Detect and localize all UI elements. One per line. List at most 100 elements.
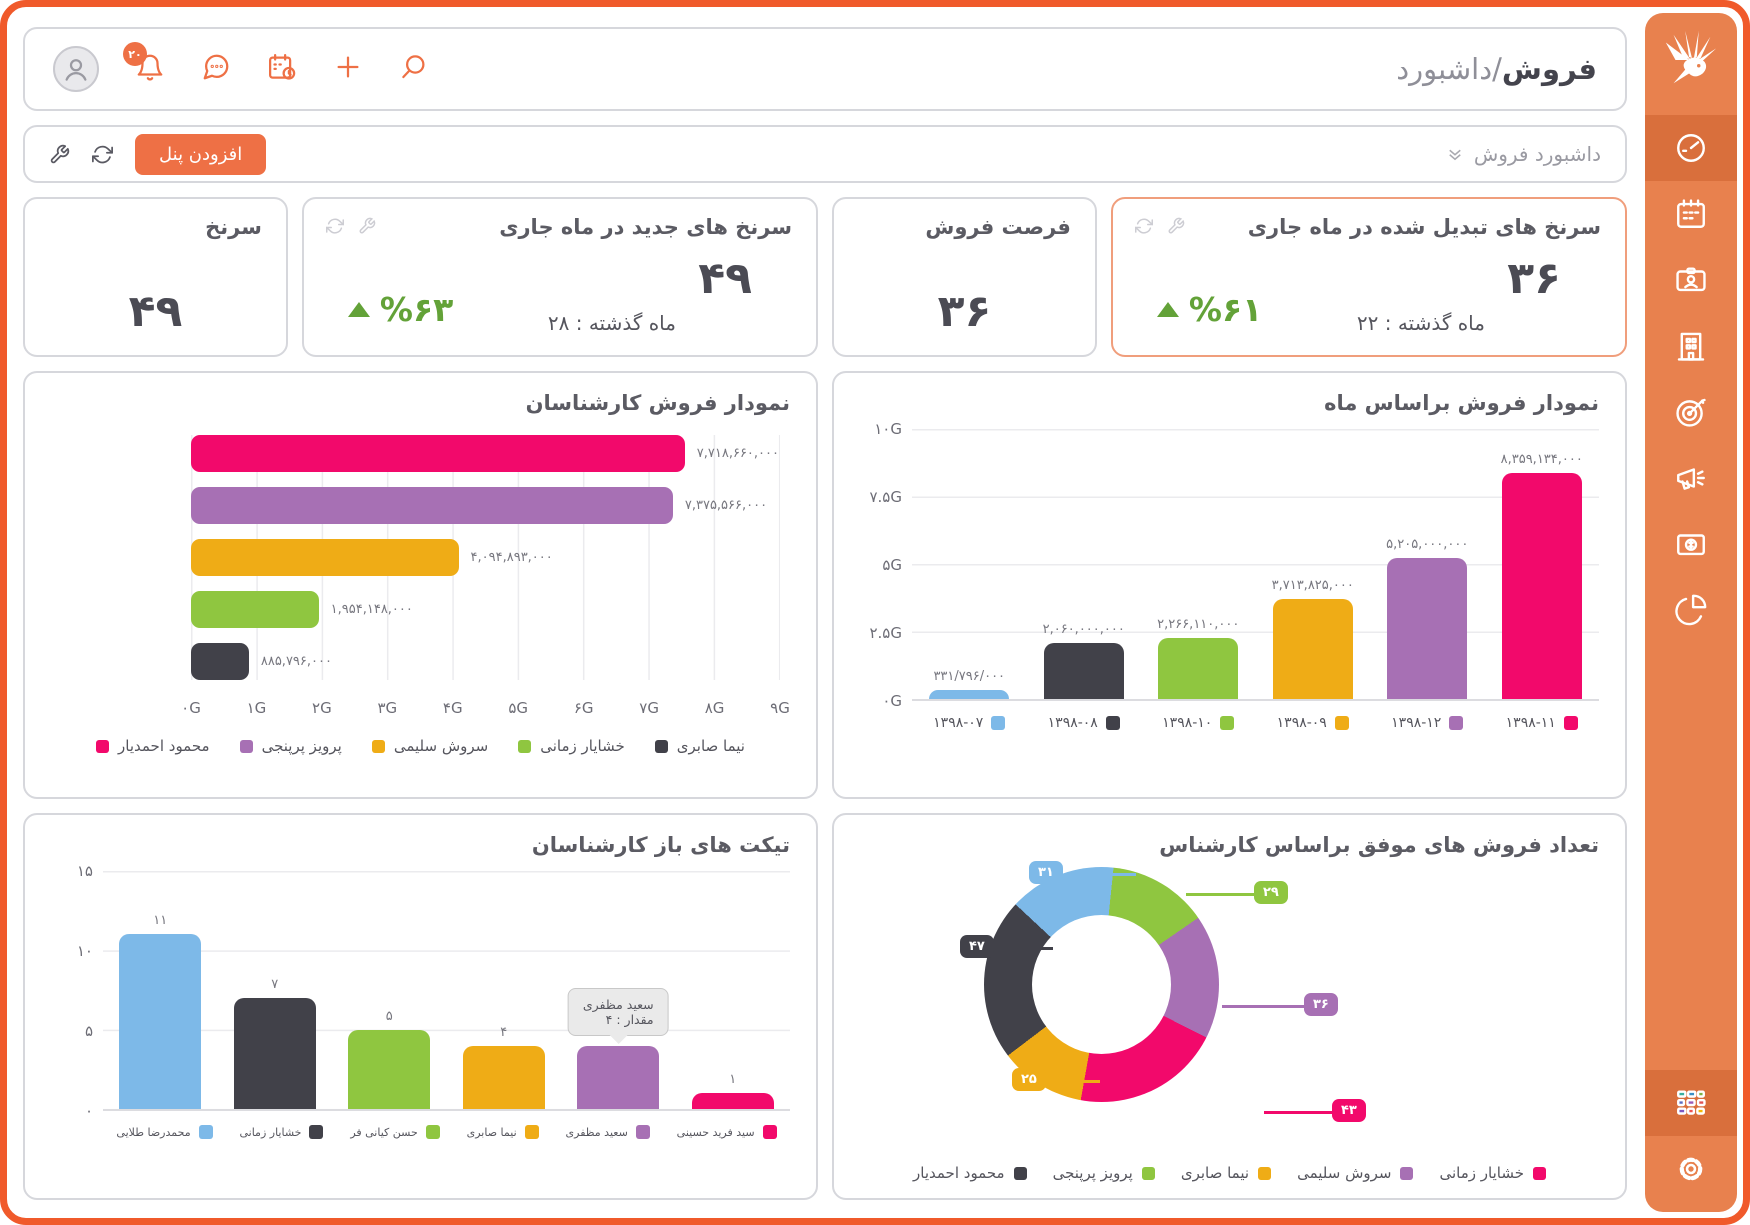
bar-خشایار زمانی[interactable] <box>191 591 319 628</box>
user-avatar[interactable] <box>53 46 99 92</box>
megaphone-icon <box>1677 468 1705 490</box>
notifications-button[interactable]: ۲۰ <box>123 42 165 86</box>
bar-۱۳۹۸-۱۱[interactable] <box>1501 473 1582 699</box>
legend-item-نیما صابری[interactable]: نیما صابری <box>654 737 745 755</box>
sidebar-item-goals[interactable] <box>1645 379 1737 445</box>
bar-value-label: ۷,۳۷۵,۵۶۶,۰۰۰ <box>684 498 768 513</box>
customize-wrench-icon[interactable] <box>49 144 70 165</box>
sidebar-item-companies[interactable] <box>1645 313 1737 379</box>
bar-محمدرضا طلایی[interactable] <box>119 934 202 1109</box>
legend-item-خشایار زمانی[interactable]: خشایار زمانی <box>518 737 625 755</box>
slice-value-badge[interactable]: ۴۳ <box>1332 1099 1366 1122</box>
kpi-card-new-leads[interactable]: سرنخ های جدید در ماه جاری ۴۹ ماه گذشته :… <box>301 197 818 357</box>
legend-item-محمود احمدیار[interactable]: محمود احمدیار <box>96 737 210 755</box>
y-tick: ۱۰G <box>874 420 902 438</box>
customize-wrench-icon[interactable] <box>358 217 376 235</box>
y-axis: ۰G ۲.۵G ۵G ۷.۵G ۱۰G <box>860 420 912 710</box>
bar-cell: ۲,۲۶۶,۱۱۰,۰۰۰ <box>1141 429 1256 699</box>
bar-value-label: ۱۱ <box>153 913 168 929</box>
bar-value-label: ۲,۲۶۶,۱۱۰,۰۰۰ <box>1157 616 1240 632</box>
bar-row: ۷,۳۷۵,۵۶۶,۰۰۰ <box>191 487 779 524</box>
slice-value-badge[interactable]: ۲۹ <box>1254 881 1288 904</box>
bar-سروش سلیمی[interactable] <box>191 539 459 576</box>
bar-value-label: ۲,۰۶۰,۰۰۰,۰۰۰ <box>1042 622 1125 638</box>
x-category-swatch <box>1334 716 1349 730</box>
x-category-خشایار زمانی: خشایار زمانی <box>239 1125 324 1139</box>
slice-value-badge[interactable]: ۴۷ <box>960 935 994 958</box>
sidebar-item-marketing[interactable] <box>1645 445 1737 511</box>
bar-نیما صابری[interactable] <box>462 1045 545 1109</box>
sidebar-item-dashboard[interactable] <box>1645 115 1737 181</box>
brand-logo-bird-icon <box>1665 30 1717 84</box>
trend-up-icon <box>347 302 370 317</box>
slice-value-badge[interactable]: ۳۶ <box>1304 993 1338 1016</box>
kpi-title: سرنخ <box>205 215 262 239</box>
apps-grid-icon <box>1677 1090 1706 1115</box>
bar-سعید مظفری[interactable]: سعید مظفری مقدار : ۴ <box>567 987 669 1109</box>
y-tick: ۲.۵G <box>869 624 902 642</box>
calendar-clock-icon <box>269 54 296 80</box>
callout-line <box>1186 893 1258 896</box>
x-tick: ۱G <box>246 699 267 717</box>
chat-icon <box>203 54 229 80</box>
search-button[interactable] <box>399 52 429 86</box>
y-tick: ۰ <box>84 1102 93 1120</box>
bar-۱۳۹۸-۰۸[interactable] <box>1043 643 1124 699</box>
bar-محمود احمدیار[interactable] <box>191 435 685 472</box>
donut-ring[interactable] <box>984 867 1219 1102</box>
x-axis-legend: ۱۳۹۸-۰۷ ۱۳۹۸-۰۸ ۱۳۹۸-۱۰ ۱۳۹۸-۰۹ ۱۳۹۸-۱۲ ۱۳۹۸-… <box>912 715 1599 731</box>
bar-۱۳۹۸-۰۷[interactable] <box>929 690 1010 699</box>
sidebar-item-settings[interactable] <box>1645 1136 1737 1202</box>
add-panel-button[interactable]: افزودن پنل <box>135 133 267 175</box>
kpi-card-opportunities[interactable]: فرصت فروش ۳۶ <box>832 197 1097 357</box>
dashboard-selector[interactable]: داشبورد فروش <box>1446 142 1601 166</box>
legend-item-پرویز پرپنجی[interactable]: پرویز پرپنجی <box>239 737 342 755</box>
kpi-card-converted-leads[interactable]: سرنخ های تبدیل شده در ماه جاری ۳۶ ماه گذ… <box>1110 197 1627 357</box>
legend-item-خشایار زمانی[interactable]: خشایار زمانی <box>1439 1164 1546 1182</box>
messages-button[interactable] <box>201 52 231 86</box>
kpi-card-leads[interactable]: سرنخ ۴۹ <box>23 197 288 357</box>
bar-۱۳۹۸-۱۲[interactable] <box>1387 558 1468 699</box>
refresh-icon[interactable] <box>325 217 344 235</box>
kpi-tools <box>1134 217 1185 235</box>
kpi-tools <box>325 217 376 235</box>
x-category-۱۳۹۸-۰۷: ۱۳۹۸-۰۷ <box>933 715 1006 731</box>
legend-item-محمود احمدیار[interactable]: محمود احمدیار <box>913 1164 1027 1182</box>
bar-value-label: ۴ <box>500 1024 508 1040</box>
refresh-icon[interactable] <box>92 144 113 165</box>
bar-۱۳۹۸-۰۹[interactable] <box>1272 598 1353 699</box>
legend-item-پرویز پرپنجی[interactable]: پرویز پرپنجی <box>1053 1164 1155 1182</box>
legend-item-نیما صابری[interactable]: نیما صابری <box>1181 1164 1272 1182</box>
building-icon <box>1677 332 1705 361</box>
legend-item-سروش سلیمی[interactable]: سروش سلیمی <box>371 737 488 755</box>
legend-item-سروش سلیمی[interactable]: سروش سلیمی <box>1297 1164 1414 1182</box>
bar-row: ۸۸۵,۷۹۶,۰۰۰ <box>191 643 779 680</box>
x-category-label: ۱۳۹۸-۱۲ <box>1391 715 1442 731</box>
x-category-محمدرضا طلایی: محمدرضا طلایی <box>116 1125 213 1139</box>
sidebar-item-reports[interactable] <box>1645 577 1737 643</box>
bar-نیما صابری[interactable] <box>191 643 249 680</box>
legend-swatch <box>518 739 532 753</box>
target-goal-icon <box>1676 398 1706 427</box>
trend-up-icon <box>1156 302 1179 317</box>
sidebar-item-contacts[interactable] <box>1645 247 1737 313</box>
sidebar-item-apps[interactable] <box>1645 1070 1737 1136</box>
plus-icon <box>337 56 359 78</box>
refresh-icon[interactable] <box>1134 217 1153 235</box>
callout-line <box>1066 873 1136 876</box>
bar-حسن کیانی فر[interactable] <box>348 1029 431 1109</box>
sidebar-item-calendar[interactable] <box>1645 181 1737 247</box>
bar-سید فرید حسینی[interactable] <box>691 1093 774 1109</box>
bar-۱۳۹۸-۱۰[interactable] <box>1158 637 1239 699</box>
sidebar-item-sales[interactable] <box>1645 511 1737 577</box>
callout-line <box>1264 1111 1334 1114</box>
slice-value-badge[interactable]: ۳۱ <box>1029 861 1063 884</box>
customize-wrench-icon[interactable] <box>1167 217 1185 235</box>
legend-swatch <box>239 739 253 753</box>
schedule-button[interactable] <box>267 52 297 86</box>
kpi-delta: %۶۳ <box>347 290 453 329</box>
bar-پرویز پرپنجی[interactable] <box>191 487 673 524</box>
add-new-button[interactable] <box>333 52 363 86</box>
slice-value-badge[interactable]: ۲۵ <box>1012 1068 1046 1091</box>
bar-خشایار زمانی[interactable] <box>233 997 316 1109</box>
